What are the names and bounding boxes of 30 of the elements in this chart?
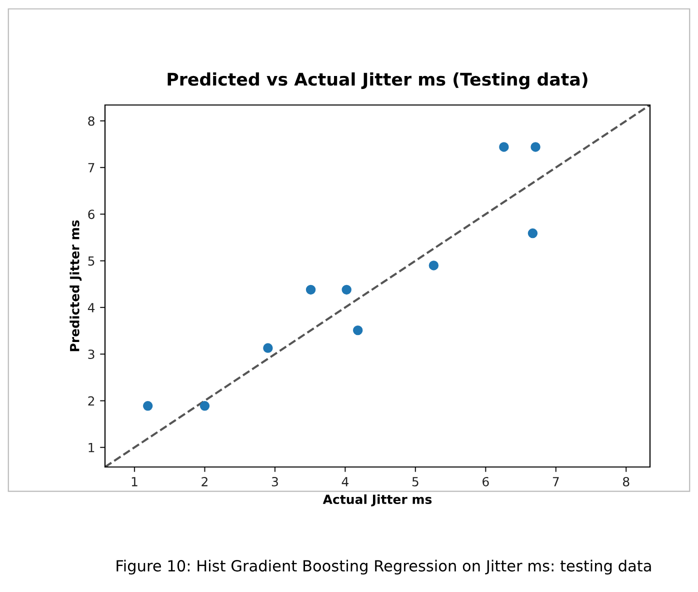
y-tick-label: 3 <box>88 350 94 360</box>
x-axis-title: Actual Jitter ms <box>322 494 432 506</box>
point <box>263 343 273 353</box>
y-tick-label: 2 <box>88 396 94 406</box>
point <box>342 284 352 295</box>
point <box>142 401 153 411</box>
x-tick-label: 1 <box>132 477 138 486</box>
point <box>306 284 316 295</box>
point <box>428 260 439 270</box>
y-tick-label: 1 <box>88 443 94 452</box>
y-axis-title: Predicted Jitter ms <box>70 220 82 352</box>
chart-title: Predicted vs Actual Jitter ms (Testing data) <box>168 72 588 90</box>
point <box>499 142 509 152</box>
point <box>200 401 210 411</box>
y-tick-label: 5 <box>88 256 94 266</box>
x-tick-label: 5 <box>412 477 418 486</box>
caption: Figure 10: Hist Gradient Boosting Regression on Jitter ms: testing data <box>116 560 651 575</box>
point <box>528 228 538 238</box>
x-tick-label: 2 <box>202 476 208 486</box>
y-tick-label: 7 <box>88 163 94 172</box>
y-tick-label: 4 <box>88 303 95 312</box>
x-tick-label: 4 <box>342 477 348 486</box>
point <box>530 142 540 152</box>
x-tick-label: 8 <box>622 476 630 486</box>
x-tick-label: 7 <box>552 477 559 486</box>
x-tick-label: 3 <box>272 476 278 486</box>
point <box>352 325 363 336</box>
y-tick-label: 8 <box>88 116 94 126</box>
x-tick-label: 6 <box>482 476 489 486</box>
y-tick-label: 6 <box>88 210 94 220</box>
